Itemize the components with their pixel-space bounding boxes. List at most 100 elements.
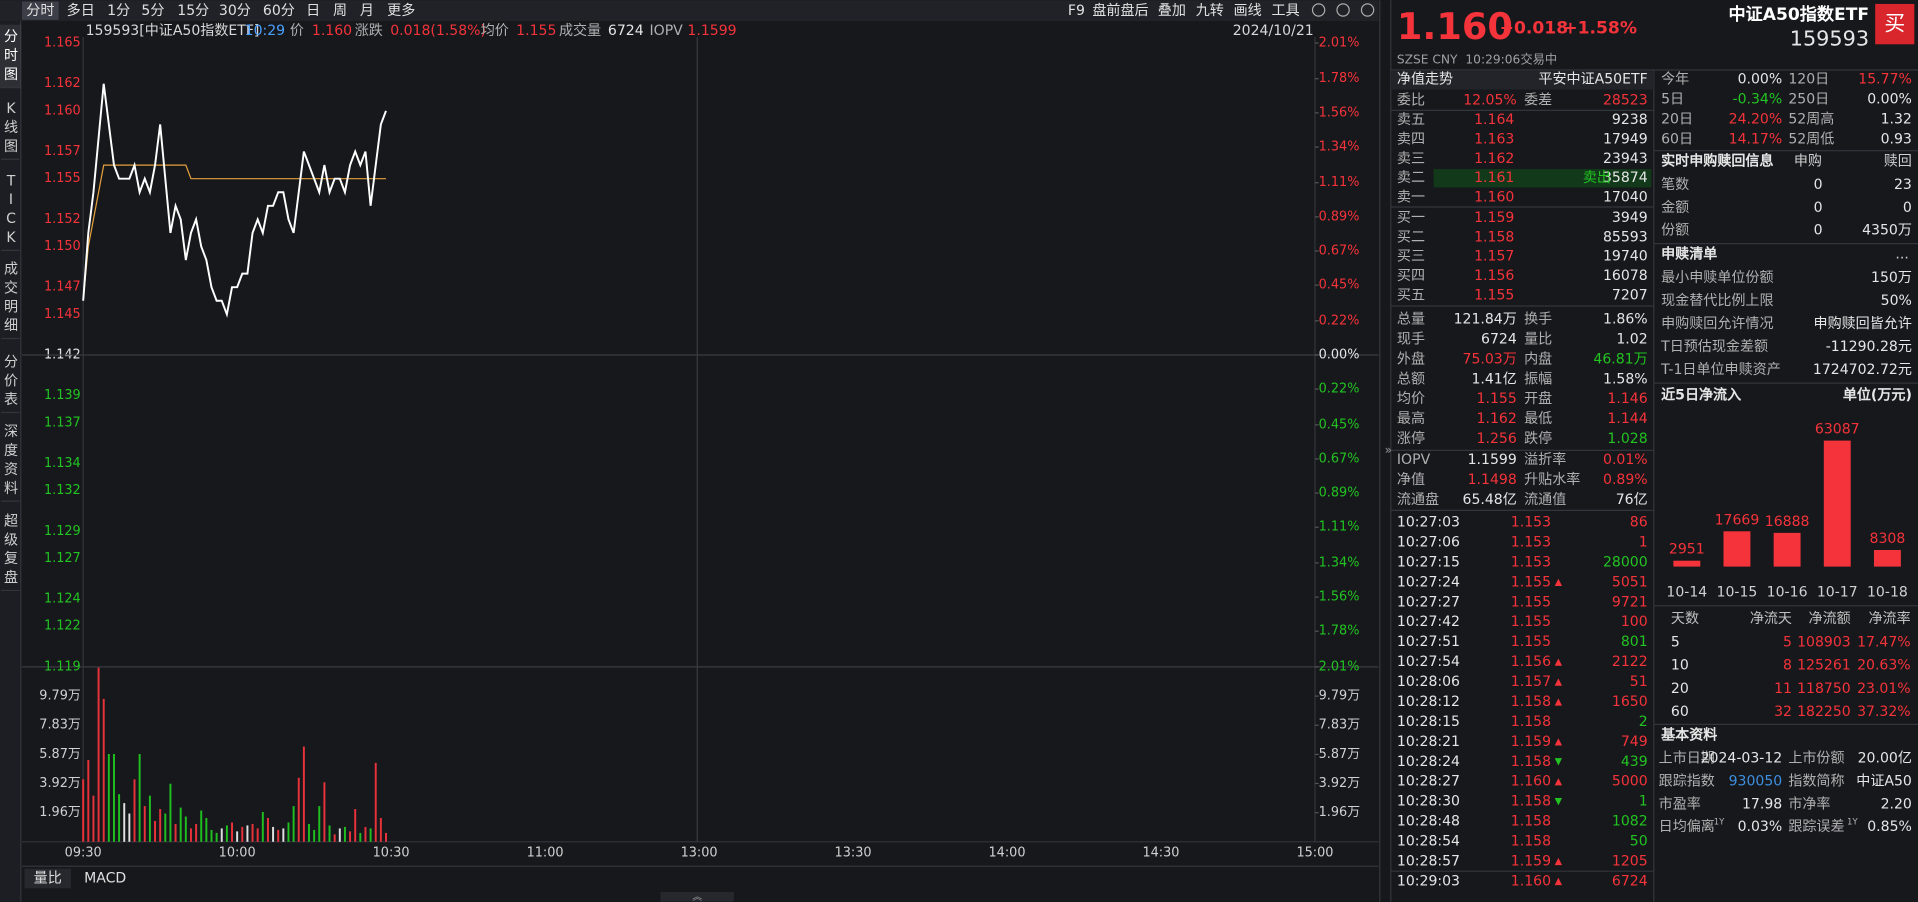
volume-bar (241, 826, 244, 842)
toolbar-tool[interactable]: 九转 (1196, 3, 1224, 19)
y2-tick-label: 1.11% (1319, 520, 1360, 535)
toolbar-tab[interactable]: 分时 (26, 3, 54, 19)
toolbar-tab[interactable]: 更多 (387, 2, 415, 19)
volume-bar (102, 698, 105, 842)
sidebar-tab[interactable]: 成交明细 (4, 261, 18, 334)
tick-price: 1.160 (1511, 774, 1551, 790)
cell: 20.00亿 (1858, 751, 1912, 767)
active-tab-bg (24, 868, 71, 889)
x-tick-label: 10:30 (373, 845, 410, 860)
tick-arrow (1554, 698, 1563, 706)
cell: 0.89% (1603, 472, 1648, 488)
more-button[interactable]: ... (1895, 247, 1908, 263)
inflow-bar (1673, 560, 1701, 567)
unit-label: 单位(万元) (1843, 386, 1912, 403)
cell: 1724702.72元 (1813, 362, 1912, 378)
toolbar-tab[interactable]: 多日 (67, 2, 95, 19)
sidebar-tab[interactable]: K 线图 (4, 101, 18, 155)
cell: 指数简称 (1788, 773, 1844, 790)
settings-icon[interactable] (1311, 3, 1326, 17)
cell: 10 (1671, 658, 1689, 674)
cell: 121.84万 (1454, 312, 1517, 328)
cell: 均价 (1397, 391, 1425, 407)
highlight-row (1433, 169, 1652, 188)
cell: 8 (1783, 658, 1792, 674)
toolbar-tool[interactable]: 工具 (1272, 3, 1300, 19)
tick-price: 1.155 (1511, 614, 1551, 630)
toolbar-tool[interactable]: 画线 (1234, 3, 1262, 19)
toolbar-tab[interactable]: 15分 (177, 3, 209, 19)
cell: 1.86% (1603, 312, 1648, 328)
cell: 20日 (1661, 112, 1693, 128)
toolbar-tab[interactable]: 日 (306, 3, 320, 19)
sidebar-tab[interactable]: 分价表 (4, 354, 18, 408)
tick-arrow (1554, 798, 1563, 806)
volume-bar (323, 782, 326, 842)
cell: 上市份额 (1788, 750, 1844, 767)
book-volume: 17040 (1603, 189, 1648, 205)
quote-change: +0.018 (1500, 18, 1568, 38)
volume-bar (364, 826, 367, 842)
y2-tick-label: 0.22% (1319, 382, 1360, 397)
info-iopv: 1.1599 (687, 23, 736, 39)
y2-tick-label: 0.00% (1319, 347, 1360, 362)
toolbar-tab[interactable]: 5分 (141, 3, 164, 19)
quote-exchange: SZSE (1397, 53, 1429, 67)
cell: T日预估现金差额 (1660, 339, 1768, 355)
cell: 20 (1671, 681, 1689, 697)
toolbar-tab[interactable]: 60分 (263, 3, 295, 19)
column-header: 净流天 (1750, 611, 1792, 627)
x-tick-label: 13:30 (835, 845, 872, 860)
scroll-handle[interactable] (660, 891, 734, 902)
tick-volume: 801 (1621, 634, 1648, 650)
toolbar-tab[interactable]: 周 (333, 3, 347, 19)
volume-bar (220, 828, 223, 842)
cell: 申购赎回允许情况 (1661, 315, 1773, 332)
help-icon[interactable] (1336, 3, 1350, 17)
cell: 1.02 (1616, 331, 1647, 347)
close-icon[interactable] (1360, 3, 1375, 17)
bottom-tab[interactable]: 量比 (34, 871, 62, 887)
toolbar-tab[interactable]: 月 (360, 3, 374, 19)
volume-bar (143, 806, 146, 842)
toolbar-tab[interactable]: 30分 (219, 3, 251, 19)
cell: 52周低 (1788, 132, 1834, 148)
tick-price: 1.158 (1511, 694, 1551, 710)
book-price: 1.156 (1474, 268, 1514, 284)
scroll-icon[interactable]: ︽ (692, 892, 702, 902)
collapse-arrow[interactable]: » (1385, 443, 1392, 457)
bottom-tab[interactable]: MACD (84, 871, 126, 887)
cell: 0.85% (1867, 819, 1912, 835)
buy-button[interactable] (1875, 3, 1915, 45)
tick-time: 10:28:21 (1397, 734, 1460, 750)
cell: 外盘 (1397, 350, 1425, 367)
inflow-category: 10-16 (1767, 584, 1808, 600)
tick-time: 10:28:27 (1397, 774, 1460, 790)
quote-status: 交易中 (1520, 52, 1557, 67)
volume-bar (272, 826, 275, 842)
volume-tick-label: 9.79万 (39, 689, 81, 704)
cell: 50% (1881, 293, 1912, 309)
y-tick-label: 1.119 (44, 659, 81, 674)
cell: 开盘 (1524, 390, 1552, 407)
buy-label[interactable]: 买 (1884, 12, 1905, 36)
info-avg-label: 均价 (481, 23, 509, 39)
toolbar-tool[interactable]: 叠加 (1158, 3, 1186, 19)
section-title: 近5日净流入 (1661, 386, 1741, 403)
toolbar-tool[interactable]: F9 (1068, 3, 1085, 19)
section-title: 净值走势 (1397, 72, 1453, 88)
cell: 跟踪指数 (1659, 774, 1715, 790)
toolbar-tab[interactable]: 1分 (107, 3, 130, 19)
sidebar-tab[interactable]: 深度资料 (4, 424, 18, 497)
sidebar-tab[interactable]: 超级复盘 (4, 513, 18, 586)
cell: 125261 (1797, 658, 1851, 674)
book-volume: 16078 (1603, 268, 1648, 284)
inflow-category: 10-15 (1717, 584, 1758, 600)
cell: 37.32% (1857, 704, 1911, 720)
security-code: 159593 (1790, 26, 1869, 50)
cell: 1.32 (1881, 112, 1912, 128)
sidebar-tab[interactable]: 分时图 (4, 29, 18, 83)
toolbar-tool[interactable]: 盘前盘后 (1092, 2, 1148, 19)
y2-tick-label: 1.34% (1319, 555, 1360, 570)
